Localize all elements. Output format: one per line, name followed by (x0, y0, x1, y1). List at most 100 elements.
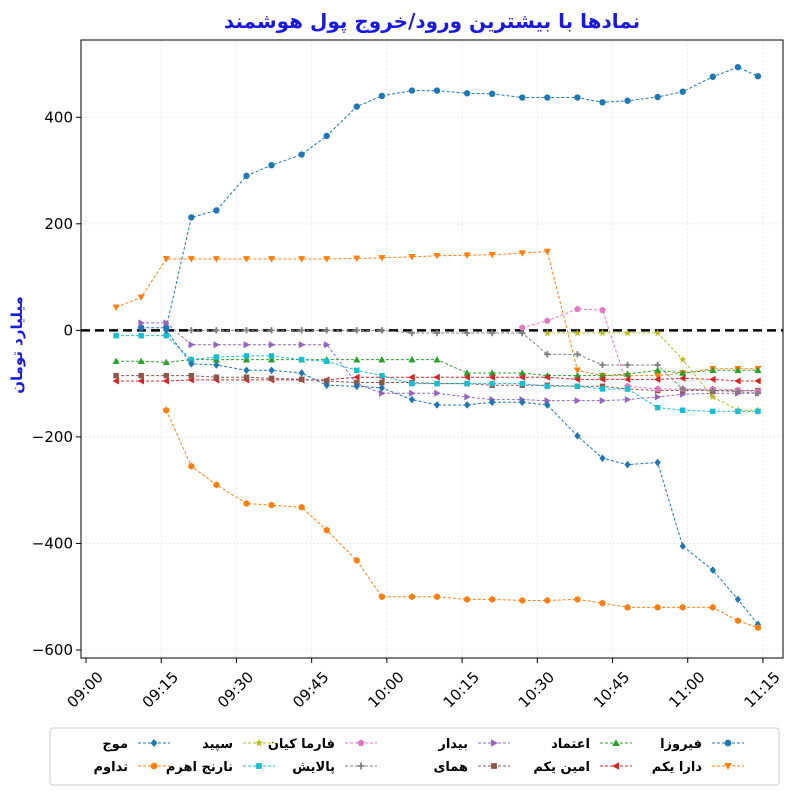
data-point (408, 329, 416, 337)
legend-entry-2: دارا یکم (652, 760, 744, 775)
data-point (679, 385, 686, 393)
data-point (654, 393, 662, 401)
data-point (112, 357, 120, 365)
data-point (519, 380, 525, 387)
legend-label: موج (102, 737, 128, 752)
data-point (267, 256, 276, 263)
data-point (213, 207, 220, 214)
data-point (734, 377, 741, 385)
data-point (623, 370, 632, 377)
legend-marker (491, 763, 497, 769)
legend-marker (724, 763, 732, 770)
data-point (488, 398, 496, 407)
data-point (213, 341, 221, 349)
data-point (298, 369, 305, 377)
data-point (323, 381, 330, 390)
y-tick-label: 200 (44, 215, 73, 233)
data-point (213, 374, 220, 380)
data-point (434, 380, 440, 387)
legend-label: امین یکم (533, 760, 590, 775)
y-axis-label: میلیارد تومان (8, 296, 26, 394)
legend-entry-7: فارما کیان (268, 737, 377, 752)
data-point (709, 366, 717, 374)
data-point (433, 355, 441, 363)
data-point (624, 361, 631, 369)
legend-marker (254, 738, 264, 747)
legend-label: فیروزا (660, 737, 702, 752)
data-point (353, 327, 360, 334)
data-point (735, 408, 741, 415)
data-point (298, 256, 306, 263)
data-point (433, 329, 441, 337)
data-point (409, 380, 415, 387)
data-point (544, 94, 551, 101)
data-point (678, 374, 686, 382)
data-point (433, 401, 441, 409)
data-point (379, 379, 385, 386)
data-point (624, 395, 632, 404)
data-point (599, 397, 607, 405)
data-point (323, 378, 330, 384)
data-point (573, 367, 582, 375)
data-point (598, 375, 606, 383)
data-point (188, 341, 196, 349)
data-point (113, 372, 119, 379)
data-point (754, 377, 761, 385)
data-point (163, 326, 170, 335)
data-point (464, 595, 471, 603)
data-point (624, 460, 631, 469)
data-point (754, 73, 762, 80)
data-point (518, 250, 526, 257)
data-point (298, 356, 305, 363)
chart-title: نمادها با بیشترین ورود/خروج پول هوشمند (224, 9, 640, 34)
data-point (543, 317, 551, 324)
data-point (353, 255, 361, 263)
data-point (113, 332, 119, 339)
data-point (709, 566, 717, 575)
data-point (137, 377, 144, 385)
legend-label: دارا یکم (652, 760, 703, 775)
data-point (353, 373, 360, 381)
legend-label: اعتماد (551, 737, 590, 752)
data-point (188, 360, 195, 368)
data-point (268, 375, 275, 382)
data-point (599, 454, 606, 463)
data-point (378, 327, 386, 334)
legend-label: همای (433, 760, 468, 775)
data-point (653, 375, 661, 383)
data-point (408, 373, 415, 381)
data-point (137, 294, 145, 302)
legend-entry-6: همای (433, 760, 510, 775)
data-point (298, 376, 305, 383)
data-point (213, 481, 220, 489)
data-point (162, 377, 170, 385)
legend-marker (150, 738, 158, 748)
data-point (654, 93, 661, 101)
data-point (598, 328, 607, 337)
data-point (433, 373, 440, 381)
series-line (141, 66, 759, 329)
legend-entry-9: سپید (202, 737, 275, 752)
data-point (213, 327, 220, 334)
legend-label: تداوم (94, 760, 128, 775)
series-line (191, 329, 758, 394)
data-point (463, 252, 471, 259)
data-point (378, 92, 386, 100)
y-tick-label: −600 (32, 641, 73, 659)
data-point (409, 389, 416, 397)
data-point (519, 94, 526, 101)
data-point (489, 595, 496, 603)
data-point (268, 341, 276, 349)
series-1 (137, 63, 762, 331)
data-point (543, 328, 552, 337)
data-point (243, 500, 250, 507)
data-point (599, 361, 606, 369)
data-point (137, 357, 145, 365)
legend-label: نارنج اهرم (166, 760, 233, 775)
data-point (574, 383, 581, 390)
data-point (463, 373, 470, 381)
legend-marker (256, 763, 262, 769)
data-point (268, 353, 275, 359)
data-point (243, 353, 250, 359)
